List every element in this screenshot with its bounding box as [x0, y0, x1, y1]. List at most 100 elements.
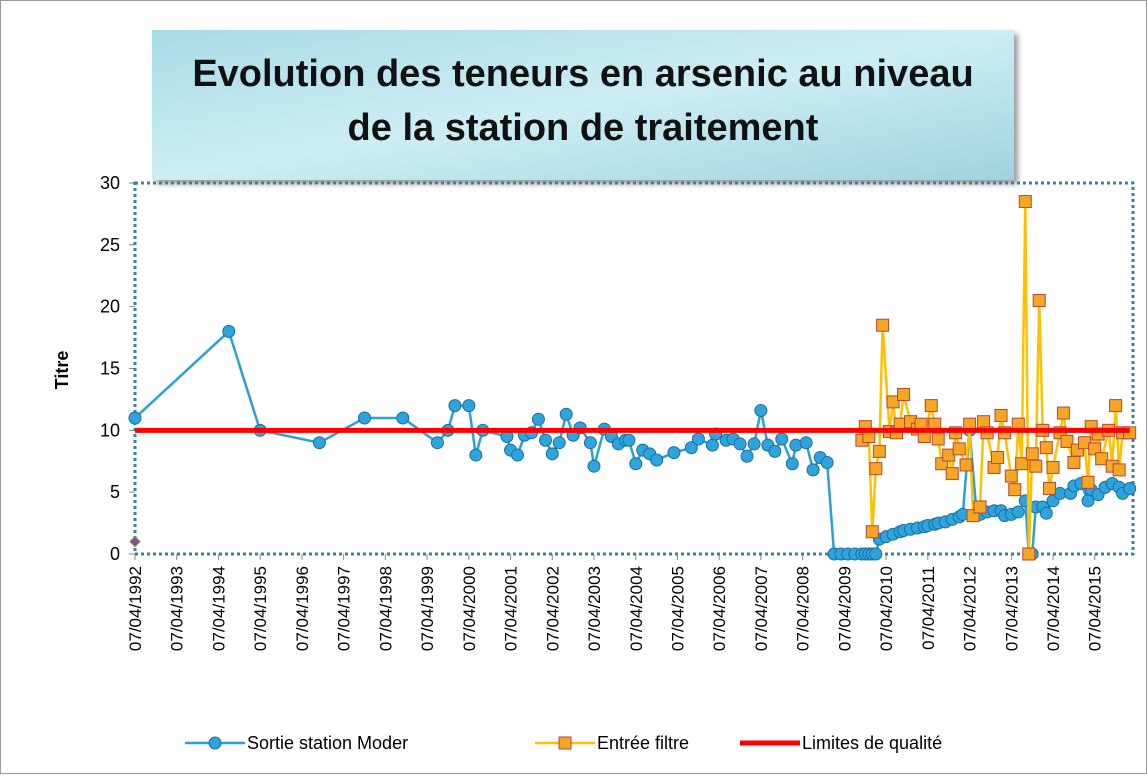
chart-title: de la station de traitement — [348, 107, 819, 149]
marker — [430, 436, 444, 450]
marker — [448, 399, 462, 413]
marker — [559, 407, 573, 421]
marker — [1022, 547, 1036, 561]
marker — [990, 451, 1004, 465]
marker — [959, 458, 973, 472]
marker — [785, 457, 799, 471]
y-tick-label: 0 — [110, 544, 120, 564]
marker — [820, 455, 834, 469]
marker — [1067, 455, 1081, 469]
plot-area — [133, 181, 1135, 556]
x-tick-label: 07/04/1996 — [293, 566, 312, 651]
x-tick-label: 07/04/1999 — [418, 566, 437, 651]
marker — [1032, 293, 1046, 307]
marker — [897, 387, 911, 401]
marker — [396, 411, 410, 425]
marker — [806, 463, 820, 477]
marker — [1060, 434, 1074, 448]
marker — [775, 432, 789, 446]
marker — [1088, 442, 1102, 456]
marker — [733, 437, 747, 451]
x-tick-label: 07/04/1992 — [126, 566, 145, 651]
marker — [869, 547, 883, 561]
marker — [222, 324, 236, 338]
y-axis-label: Titre — [52, 351, 72, 390]
x-tick-label: 07/04/2000 — [460, 566, 479, 651]
marker — [1046, 460, 1060, 474]
marker — [799, 436, 813, 450]
x-tick-label: 07/04/1998 — [376, 566, 395, 651]
marker — [869, 462, 883, 476]
marker — [629, 457, 643, 471]
x-tick-label: 07/04/1997 — [335, 566, 354, 651]
x-tick-label: 07/04/2011 — [919, 566, 938, 650]
legend-marker — [208, 736, 222, 750]
marker — [462, 399, 476, 413]
x-tick-label: 07/04/1995 — [251, 566, 270, 651]
x-tick-label: 07/04/2006 — [710, 566, 729, 651]
marker — [1015, 457, 1029, 471]
marker — [129, 535, 141, 548]
marker — [931, 432, 945, 446]
x-tick-label: 07/04/2012 — [961, 566, 980, 651]
marker — [945, 467, 959, 481]
marker — [587, 459, 601, 473]
marker — [1029, 459, 1043, 473]
marker — [1095, 452, 1109, 466]
marker — [872, 444, 886, 458]
marker — [469, 448, 483, 462]
marker — [994, 408, 1008, 422]
legend-label: Sortie station Moder — [247, 733, 408, 753]
x-tick-label: 07/04/2009 — [835, 566, 854, 651]
marker — [740, 449, 754, 463]
marker — [977, 415, 991, 429]
marker — [865, 525, 879, 539]
marker — [876, 318, 890, 332]
x-tick-label: 07/04/2010 — [877, 566, 896, 651]
y-tick-label: 10 — [100, 420, 120, 440]
marker — [973, 500, 987, 514]
x-tick-label: 07/04/2007 — [752, 566, 771, 651]
marker — [1004, 469, 1018, 483]
x-tick-label: 07/04/2004 — [627, 566, 646, 651]
marker — [747, 437, 761, 451]
marker — [924, 399, 938, 413]
marker — [1025, 447, 1039, 461]
marker — [1011, 505, 1025, 519]
marker — [684, 441, 698, 455]
marker — [691, 432, 705, 446]
x-tick-label: 07/04/1993 — [168, 566, 187, 651]
marker — [545, 447, 559, 461]
marker — [768, 444, 782, 458]
y-tick-label: 30 — [100, 173, 120, 193]
marker — [539, 433, 553, 447]
marker — [1112, 463, 1126, 477]
y-tick-label: 25 — [100, 235, 120, 255]
x-tick-label: 07/04/2015 — [1086, 566, 1105, 651]
marker — [1039, 441, 1053, 455]
legend-label: Limites de qualité — [802, 733, 942, 753]
title-box — [152, 30, 1014, 180]
marker — [622, 433, 636, 447]
marker — [886, 395, 900, 409]
marker — [705, 438, 719, 452]
x-tick-label: 07/04/2002 — [543, 566, 562, 651]
marker — [667, 446, 681, 460]
marker — [754, 404, 768, 418]
marker — [358, 411, 372, 425]
x-tick-label: 07/04/1994 — [209, 566, 228, 651]
marker — [1081, 475, 1095, 489]
marker — [1056, 406, 1070, 420]
x-tick-label: 07/04/2001 — [502, 566, 521, 651]
x-tick-label: 07/04/2005 — [668, 566, 687, 651]
marker — [1123, 481, 1137, 495]
y-tick-label: 5 — [110, 482, 120, 502]
marker — [552, 436, 566, 450]
marker — [952, 442, 966, 456]
marker — [128, 411, 142, 425]
chart-title: Evolution des teneurs en arsenic au nive… — [192, 53, 973, 95]
marker — [1039, 506, 1053, 520]
marker — [1042, 481, 1056, 495]
